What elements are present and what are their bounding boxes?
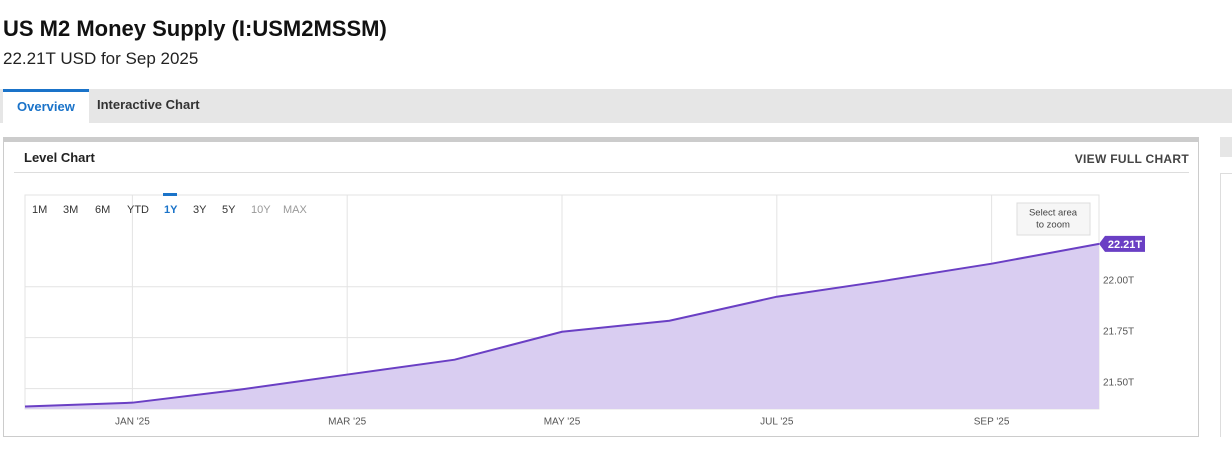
side-panel — [1220, 137, 1232, 157]
range-button[interactable]: 3M — [63, 204, 78, 216]
x-tick-label: JAN '25 — [115, 417, 150, 428]
line — [24, 242, 1100, 408]
tab-bar: Overview Interactive Chart — [0, 89, 1232, 123]
range-button-label: 6M — [95, 204, 110, 216]
area — [25, 243, 1099, 409]
side-panel — [1220, 173, 1232, 437]
range-button[interactable]: YTD — [127, 204, 149, 216]
range-button-label: 1Y — [164, 204, 178, 216]
page-subtitle: 22.21T USD for Sep 2025 — [3, 49, 199, 68]
value-label: 22.21T — [1108, 239, 1143, 251]
range-button: MAX — [283, 204, 308, 216]
y-tick-label: 22.00T — [1103, 275, 1134, 286]
page-title: US M2 Money Supply (I:USM2MSSM) — [3, 16, 387, 41]
x-tick-label: MAY '25 — [544, 417, 581, 428]
zoom-hint: to zoom — [1036, 220, 1070, 231]
range-button: 10Y — [251, 204, 271, 216]
y-tick-label: 21.50T — [1103, 377, 1134, 388]
range-button-label: 3Y — [193, 204, 207, 216]
range-button[interactable]: 3Y — [193, 204, 207, 216]
x-tick-label: SEP '25 — [974, 417, 1010, 428]
range-button-label: 3M — [63, 204, 78, 216]
range-button-label: 5Y — [222, 204, 236, 216]
divider — [14, 172, 1189, 173]
x-tick-label: MAR '25 — [328, 417, 366, 428]
range-button-label: MAX — [283, 204, 308, 216]
tab[interactable]: Overview — [3, 89, 89, 123]
value-tag — [1099, 235, 1145, 252]
view-full-chart[interactable]: VIEW FULL CHART — [1074, 152, 1189, 166]
x-tick-label: JUL '25 — [760, 417, 794, 428]
panel-title: Level Chart — [24, 150, 95, 165]
range-button[interactable]: 1M — [32, 204, 47, 216]
range-button-label: 10Y — [251, 204, 271, 216]
zoom-hint-box — [1016, 202, 1091, 236]
range-button-label: YTD — [127, 204, 149, 216]
tab[interactable]: Interactive Chart — [97, 97, 200, 112]
range-button[interactable]: 6M — [95, 204, 110, 216]
chart-panel — [3, 137, 1199, 437]
range-button-label: 1M — [32, 204, 47, 216]
active-indicator — [163, 193, 177, 196]
y-tick-label: 21.75T — [1103, 326, 1134, 337]
zoom-hint: Select area — [1029, 208, 1078, 219]
range-button[interactable]: 1Y — [163, 193, 178, 216]
range-button[interactable]: 5Y — [222, 204, 236, 216]
